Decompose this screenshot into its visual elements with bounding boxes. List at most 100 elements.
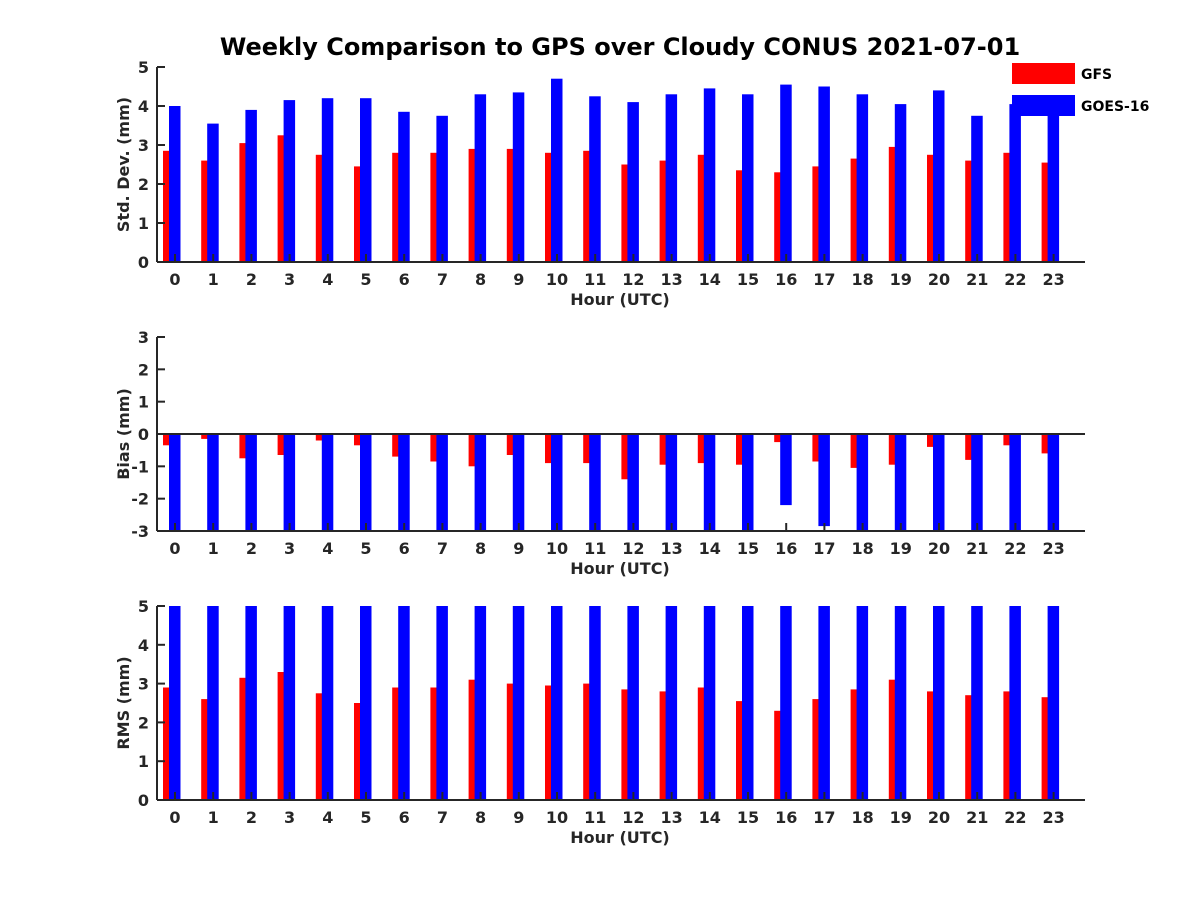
bar-gfs-hour-3 — [277, 434, 290, 455]
bar-gfs-hour-8 — [468, 434, 481, 467]
bar-goes-16-hour-6 — [398, 434, 410, 531]
bar-goes-16-hour-0 — [169, 434, 181, 531]
bar-gfs-hour-10 — [545, 434, 557, 464]
bar-goes-16-hour-1 — [207, 434, 219, 531]
bar-gfs-hour-4 — [315, 693, 328, 800]
bar-goes-16-hour-12 — [627, 606, 639, 800]
bar-goes-16-hour-22 — [1009, 606, 1021, 800]
bar-gfs-hour-3 — [277, 672, 290, 800]
bar-gfs-hour-13 — [659, 434, 672, 465]
bar-gfs-hour-21 — [965, 160, 977, 262]
bar-goes-16-hour-8 — [474, 94, 487, 262]
bar-gfs-hour-22 — [1003, 434, 1015, 446]
bar-gfs-hour-19 — [888, 146, 901, 262]
x-tick-label: 13 — [660, 539, 682, 558]
bar-gfs-hour-9 — [506, 434, 519, 455]
bar-goes-16-hour-3 — [283, 100, 296, 262]
bar-gfs-hour-21 — [965, 695, 977, 800]
bar-goes-16-hour-5 — [360, 98, 372, 262]
bar-gfs-hour-4 — [315, 434, 328, 441]
bar-goes-16-hour-11 — [589, 434, 601, 531]
y-tick-label: 2 — [138, 713, 149, 732]
bar-goes-16-hour-23 — [1047, 434, 1060, 531]
bar-gfs-hour-20 — [927, 691, 939, 800]
bar-gfs-hour-23 — [1041, 162, 1054, 262]
bar-goes-16-hour-19 — [894, 104, 907, 262]
x-tick-label: 7 — [437, 539, 448, 558]
y-axis-label: RMS (mm) — [114, 656, 133, 749]
bar-goes-16-hour-7 — [436, 434, 448, 531]
bar-goes-16-hour-21 — [971, 115, 983, 263]
bar-goes-16-hour-11 — [589, 606, 601, 800]
bar-gfs-hour-12 — [621, 689, 633, 800]
x-tick-label: 16 — [775, 808, 797, 827]
bar-gfs-hour-7 — [430, 434, 442, 462]
y-tick-label: 5 — [138, 597, 149, 616]
x-tick-label: 23 — [1042, 270, 1064, 289]
bar-goes-16-hour-15 — [742, 94, 754, 262]
x-tick-label: 9 — [513, 539, 524, 558]
bar-gfs-hour-2 — [239, 677, 251, 800]
bar-goes-16-hour-3 — [283, 434, 296, 531]
y-tick-label: 1 — [138, 393, 149, 412]
y-tick-label: 3 — [138, 328, 149, 347]
bar-gfs-hour-16 — [774, 434, 786, 443]
bar-gfs-hour-3 — [277, 135, 290, 263]
bar-gfs-hour-23 — [1041, 434, 1054, 454]
x-tick-label: 3 — [284, 539, 295, 558]
bar-gfs-hour-13 — [659, 160, 672, 262]
bar-gfs-hour-0 — [163, 434, 175, 446]
bar-goes-16-hour-3 — [283, 606, 296, 800]
bar-goes-16-hour-12 — [627, 102, 639, 262]
bar-gfs-hour-18 — [850, 158, 863, 262]
bar-gfs-hour-7 — [430, 687, 442, 800]
bar-goes-16-hour-16 — [780, 434, 792, 506]
x-tick-label: 0 — [169, 270, 180, 289]
x-axis-label: Hour (UTC) — [570, 290, 670, 309]
bar-gfs-hour-16 — [774, 710, 786, 800]
x-tick-label: 21 — [966, 539, 988, 558]
bar-goes-16-hour-13 — [665, 94, 678, 262]
legend: GFS GOES-16 — [1012, 63, 1149, 116]
x-tick-label: 14 — [699, 808, 721, 827]
bar-goes-16-hour-2 — [245, 434, 257, 531]
bar-goes-16-hour-11 — [589, 96, 601, 263]
bar-gfs-hour-13 — [659, 691, 672, 800]
bar-goes-16-hour-4 — [321, 434, 334, 531]
bar-gfs-hour-17 — [812, 166, 824, 262]
bar-goes-16-hour-13 — [665, 434, 678, 531]
x-tick-label: 1 — [208, 539, 219, 558]
bar-goes-16-hour-15 — [742, 434, 754, 531]
x-tick-label: 20 — [928, 808, 950, 827]
bar-gfs-hour-23 — [1041, 697, 1054, 800]
bar-goes-16-hour-21 — [971, 434, 983, 531]
y-tick-label: -2 — [131, 490, 149, 509]
bar-goes-16-hour-10 — [551, 434, 563, 531]
bar-gfs-hour-8 — [468, 679, 481, 800]
bar-goes-16-hour-14 — [703, 88, 716, 263]
bar-goes-16-hour-8 — [474, 606, 487, 800]
x-tick-label: 13 — [660, 808, 682, 827]
bar-goes-16-hour-14 — [703, 606, 716, 800]
bar-goes-16-hour-0 — [169, 106, 181, 262]
bar-gfs-hour-0 — [163, 150, 175, 262]
y-tick-label: 0 — [138, 253, 149, 272]
x-tick-label: 17 — [813, 270, 835, 289]
bar-goes-16-hour-5 — [360, 434, 372, 531]
x-tick-label: 22 — [1004, 539, 1026, 558]
x-tick-label: 9 — [513, 270, 524, 289]
bar-gfs-hour-2 — [239, 434, 251, 459]
x-tick-label: 10 — [546, 808, 568, 827]
bar-goes-16-hour-23 — [1047, 109, 1060, 263]
y-tick-label: 2 — [138, 175, 149, 194]
bar-goes-16-hour-2 — [245, 606, 257, 800]
x-tick-label: 19 — [890, 270, 912, 289]
bar-gfs-hour-20 — [927, 434, 939, 447]
x-tick-label: 8 — [475, 270, 486, 289]
legend-swatch-goes-16 — [1012, 95, 1075, 116]
x-tick-label: 0 — [169, 808, 180, 827]
x-tick-label: 21 — [966, 808, 988, 827]
bar-goes-16-hour-19 — [894, 434, 907, 531]
bar-gfs-hour-22 — [1003, 152, 1015, 262]
bar-gfs-hour-5 — [354, 703, 366, 800]
